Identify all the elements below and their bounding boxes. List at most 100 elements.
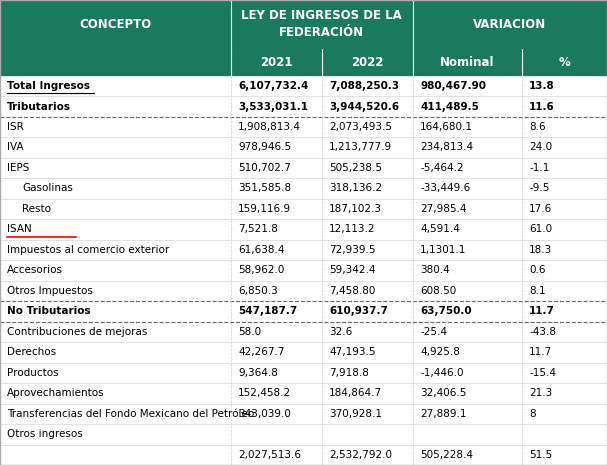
FancyBboxPatch shape: [0, 445, 607, 465]
Text: 11.7: 11.7: [529, 347, 552, 357]
FancyBboxPatch shape: [0, 0, 607, 49]
FancyBboxPatch shape: [0, 117, 607, 137]
Text: -33,449.6: -33,449.6: [420, 184, 470, 193]
Text: 47,193.5: 47,193.5: [329, 347, 376, 357]
Text: -1.1: -1.1: [529, 163, 550, 173]
Text: CONCEPTO: CONCEPTO: [79, 18, 152, 31]
Text: Tributarios: Tributarios: [7, 101, 71, 112]
Text: Productos: Productos: [7, 368, 59, 378]
Text: 610,937.7: 610,937.7: [329, 306, 388, 316]
Text: 411,489.5: 411,489.5: [420, 101, 479, 112]
Text: 1,1301.1: 1,1301.1: [420, 245, 466, 255]
Text: 58,962.0: 58,962.0: [238, 266, 284, 275]
Text: 505,228.4: 505,228.4: [420, 450, 473, 460]
Text: 505,238.5: 505,238.5: [329, 163, 382, 173]
Text: 27,889.1: 27,889.1: [420, 409, 467, 419]
Text: 7,521.8: 7,521.8: [238, 225, 278, 234]
Text: 3,944,520.6: 3,944,520.6: [329, 101, 399, 112]
Text: -25.4: -25.4: [420, 327, 447, 337]
Text: Otros ingresos: Otros ingresos: [7, 429, 83, 439]
Text: 7,458.80: 7,458.80: [329, 286, 375, 296]
FancyBboxPatch shape: [0, 322, 607, 342]
Text: Aprovechamientos: Aprovechamientos: [7, 388, 105, 399]
Text: 6,107,732.4: 6,107,732.4: [238, 81, 308, 91]
Text: 187,102.3: 187,102.3: [329, 204, 382, 214]
FancyBboxPatch shape: [0, 178, 607, 199]
Text: 152,458.2: 152,458.2: [238, 388, 291, 399]
Text: 1,908,813.4: 1,908,813.4: [238, 122, 301, 132]
Text: %: %: [558, 56, 571, 69]
Text: 7,088,250.3: 7,088,250.3: [329, 81, 399, 91]
Text: 159,116.9: 159,116.9: [238, 204, 291, 214]
Text: No Tributarios: No Tributarios: [7, 306, 91, 316]
Text: 510,702.7: 510,702.7: [238, 163, 291, 173]
Text: Nominal: Nominal: [440, 56, 495, 69]
Text: IVA: IVA: [7, 142, 24, 153]
Text: -1,446.0: -1,446.0: [420, 368, 464, 378]
Text: -15.4: -15.4: [529, 368, 556, 378]
Text: 6,850.3: 6,850.3: [238, 286, 277, 296]
Text: 11.7: 11.7: [529, 306, 555, 316]
Text: 343,039.0: 343,039.0: [238, 409, 291, 419]
Text: 11.6: 11.6: [529, 101, 555, 112]
Text: 61.0: 61.0: [529, 225, 552, 234]
Text: 8.6: 8.6: [529, 122, 546, 132]
FancyBboxPatch shape: [0, 239, 607, 260]
FancyBboxPatch shape: [0, 383, 607, 404]
Text: 27,985.4: 27,985.4: [420, 204, 467, 214]
Text: LEY DE INGRESOS DE LA
FEDERACIÓN: LEY DE INGRESOS DE LA FEDERACIÓN: [242, 9, 402, 40]
FancyBboxPatch shape: [0, 404, 607, 424]
Text: 0.6: 0.6: [529, 266, 546, 275]
Text: 2,532,792.0: 2,532,792.0: [329, 450, 392, 460]
FancyBboxPatch shape: [0, 363, 607, 383]
Text: 61,638.4: 61,638.4: [238, 245, 285, 255]
Text: 1,213,777.9: 1,213,777.9: [329, 142, 392, 153]
Text: Impuestos al comercio exterior: Impuestos al comercio exterior: [7, 245, 169, 255]
Text: 12,113.2: 12,113.2: [329, 225, 376, 234]
Text: 2021: 2021: [260, 56, 293, 69]
Text: 13.8: 13.8: [529, 81, 555, 91]
Text: Accesorios: Accesorios: [7, 266, 63, 275]
Text: -5,464.2: -5,464.2: [420, 163, 464, 173]
Text: 17.6: 17.6: [529, 204, 552, 214]
Text: Total Ingresos: Total Ingresos: [7, 81, 90, 91]
FancyBboxPatch shape: [0, 219, 607, 239]
Text: 63,750.0: 63,750.0: [420, 306, 472, 316]
Text: Contribuciones de mejoras: Contribuciones de mejoras: [7, 327, 148, 337]
Text: 42,267.7: 42,267.7: [238, 347, 285, 357]
Text: 234,813.4: 234,813.4: [420, 142, 473, 153]
Text: 24.0: 24.0: [529, 142, 552, 153]
Text: 7,918.8: 7,918.8: [329, 368, 369, 378]
Text: 351,585.8: 351,585.8: [238, 184, 291, 193]
Text: Derechos: Derechos: [7, 347, 56, 357]
Text: 58.0: 58.0: [238, 327, 261, 337]
Text: 51.5: 51.5: [529, 450, 552, 460]
FancyBboxPatch shape: [0, 281, 607, 301]
FancyBboxPatch shape: [0, 260, 607, 281]
FancyBboxPatch shape: [0, 342, 607, 363]
Text: 3,533,031.1: 3,533,031.1: [238, 101, 308, 112]
Text: 32.6: 32.6: [329, 327, 352, 337]
FancyBboxPatch shape: [0, 301, 607, 322]
Text: 318,136.2: 318,136.2: [329, 184, 382, 193]
Text: ISR: ISR: [7, 122, 24, 132]
FancyBboxPatch shape: [0, 158, 607, 178]
Text: 8.1: 8.1: [529, 286, 546, 296]
Text: Otros Impuestos: Otros Impuestos: [7, 286, 93, 296]
FancyBboxPatch shape: [0, 137, 607, 158]
Text: VARIACION: VARIACION: [473, 18, 546, 31]
Text: 980,467.90: 980,467.90: [420, 81, 486, 91]
Text: -43.8: -43.8: [529, 327, 556, 337]
Text: 4,591.4: 4,591.4: [420, 225, 460, 234]
Text: 72,939.5: 72,939.5: [329, 245, 376, 255]
Text: 32,406.5: 32,406.5: [420, 388, 466, 399]
FancyBboxPatch shape: [0, 49, 607, 76]
Text: 184,864.7: 184,864.7: [329, 388, 382, 399]
FancyBboxPatch shape: [0, 199, 607, 219]
Text: 380.4: 380.4: [420, 266, 450, 275]
Text: 978,946.5: 978,946.5: [238, 142, 291, 153]
Text: Transferencias del Fondo Mexicano del Petróleo: Transferencias del Fondo Mexicano del Pe…: [7, 409, 254, 419]
Text: 59,342.4: 59,342.4: [329, 266, 376, 275]
FancyBboxPatch shape: [0, 96, 607, 117]
Text: Resto: Resto: [22, 204, 52, 214]
